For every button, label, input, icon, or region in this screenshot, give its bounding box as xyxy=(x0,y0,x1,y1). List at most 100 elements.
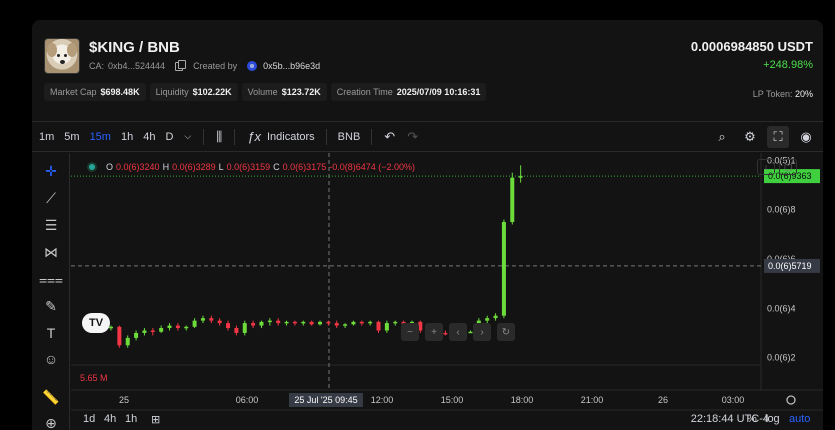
zoom-out-icon[interactable]: − xyxy=(401,323,419,341)
candle-body xyxy=(501,222,506,316)
scroll-left-icon[interactable]: ‹ xyxy=(449,323,467,341)
volume-label: 5.65 M xyxy=(80,373,108,383)
undo-icon[interactable]: ↶ xyxy=(384,128,396,144)
candles-icon[interactable]: ⫼ xyxy=(216,128,223,144)
copy-icon[interactable] xyxy=(175,59,187,71)
crosshair-icon[interactable]: ✛ xyxy=(45,162,57,179)
creator-address[interactable]: 0x5b...b96e3d xyxy=(263,61,321,71)
pane-controls: ↓ ▢ xyxy=(757,159,797,175)
candle-body xyxy=(192,320,197,327)
reset-icon[interactable]: ↻ xyxy=(497,323,515,341)
time-tick-label: 06:00 xyxy=(236,395,259,405)
ohlc-legend: O 0.0(6)3240 H 0.0(6)3289 L 0.0(6)3159 C 0.0… xyxy=(87,162,415,172)
chevron-down-icon[interactable]: ⌵ xyxy=(184,131,192,141)
lp-token: LP Token: 20% xyxy=(752,89,813,99)
calendar-icon[interactable]: ⊞ xyxy=(151,414,161,426)
candle-body xyxy=(334,323,339,326)
time-tick-label: 15:00 xyxy=(441,395,464,405)
candle-body xyxy=(109,326,113,329)
candle-body xyxy=(159,328,164,332)
time-tick-label: 25 xyxy=(119,395,129,405)
candle-body xyxy=(292,321,297,324)
maximize-pane-icon[interactable]: ▢ xyxy=(779,159,797,175)
redo-icon[interactable]: ↷ xyxy=(407,128,419,144)
candle-body xyxy=(284,321,289,324)
token-header: $KING / BNB CA: 0xb4...524444 Created by… xyxy=(32,20,823,120)
pattern-icon[interactable]: ⋈ xyxy=(44,243,58,260)
fullscreen-icon[interactable]: ⛶ xyxy=(767,126,789,148)
range-1d[interactable]: 1d xyxy=(83,413,96,425)
bottom-toolbar: 1d 4h 1h ⊞ 22:18:44 UTC-4 % log auto xyxy=(71,413,823,430)
candle-body xyxy=(384,323,389,331)
legend-close: 0.0(6)3175 xyxy=(282,162,327,172)
log-toggle[interactable]: log xyxy=(765,413,780,425)
token-avatar-icon xyxy=(44,38,80,74)
legend-open: 0.0(6)3240 xyxy=(116,162,160,172)
candle-body xyxy=(485,318,490,321)
trend-line-icon[interactable]: ⟋ xyxy=(46,189,56,206)
stat-creation-time: Creation Time 2025/07/09 10:16:31 xyxy=(330,83,487,101)
candle-body xyxy=(234,328,239,333)
text-icon[interactable]: T xyxy=(46,325,56,341)
candle-body xyxy=(359,321,364,324)
candle-body xyxy=(343,324,348,326)
tradingview-logo[interactable]: TV xyxy=(82,313,110,333)
timeframe-4h[interactable]: 4h xyxy=(143,130,156,143)
timeframe-1h[interactable]: 1h xyxy=(120,130,134,143)
candle-body xyxy=(468,331,473,334)
candle-body xyxy=(301,321,306,324)
indicators-icon[interactable]: ƒx xyxy=(247,129,261,144)
brush-icon[interactable]: ✎ xyxy=(45,297,57,314)
token-stats: Market Cap $698.48K Liquidity $102.22K Vol… xyxy=(44,83,487,101)
candle-body xyxy=(167,325,172,329)
emoji-icon[interactable]: ☺ xyxy=(43,351,59,367)
arrow-down-icon[interactable]: ↓ xyxy=(757,159,775,175)
timeframe-15m[interactable]: 15m xyxy=(89,130,111,143)
utc-clock[interactable]: 22:18:44 UTC-4 xyxy=(690,413,769,425)
created-by-label: Created by xyxy=(193,61,238,71)
prediction-icon[interactable]: ⩶ xyxy=(39,270,63,287)
candle-body xyxy=(226,323,231,329)
symbol-compare-button[interactable]: BNB xyxy=(337,130,361,143)
timeframe-5m[interactable]: 5m xyxy=(64,130,80,143)
ruler-icon[interactable]: 📏 xyxy=(42,388,60,405)
crosshair-time-box xyxy=(289,393,363,407)
timeframe-1m[interactable]: 1m xyxy=(39,130,55,143)
candle-body xyxy=(209,318,214,321)
fib-retracement-icon[interactable]: ☰ xyxy=(44,216,58,233)
contract-address: 0xb4...524444 xyxy=(108,61,166,71)
time-axis-settings-icon xyxy=(786,395,796,405)
chart-navigation: − + ‹ › ↻ xyxy=(401,323,515,341)
crosshair-time-label: 25 Jul '25 09:45 xyxy=(294,395,357,405)
range-4h[interactable]: 4h xyxy=(104,413,117,425)
ca-label: CA: xyxy=(89,61,105,71)
search-icon[interactable]: ⌕ xyxy=(718,129,726,144)
settings-gear-icon[interactable]: ⚙ xyxy=(744,129,756,144)
crosshair-price-label: 0.0(6)5719 xyxy=(768,261,812,271)
timeframe-d[interactable]: D xyxy=(165,130,174,143)
price-tick-label: 0.0(6)2 xyxy=(767,353,796,363)
auto-toggle[interactable]: auto xyxy=(789,413,811,425)
price-chart[interactable]: 0.0(5)10.0(6)80.0(6)60.0(6)40.0(6)20.0(6… xyxy=(71,153,823,430)
candle-body xyxy=(368,321,373,324)
legend-low: 0.0(6)3159 xyxy=(226,162,271,172)
range-1h[interactable]: 1h xyxy=(125,413,138,425)
candle-body xyxy=(418,321,423,331)
indicators-button[interactable]: Indicators xyxy=(266,130,315,143)
candle-body xyxy=(251,323,256,326)
toolbar-right: ⌕ ⚙ ⛶ ◉ xyxy=(711,126,817,148)
candle-body xyxy=(125,337,130,346)
scroll-right-icon[interactable]: › xyxy=(473,323,491,341)
time-tick-label: 03:00 xyxy=(722,395,745,405)
zoom-icon[interactable]: ⊕ xyxy=(45,414,57,430)
candle-body xyxy=(134,332,139,338)
percent-toggle[interactable]: % xyxy=(747,413,757,425)
candle-body xyxy=(318,321,322,325)
camera-icon[interactable]: ◉ xyxy=(800,129,812,144)
candlestick-chart: 0.0(5)10.0(6)80.0(6)60.0(6)40.0(6)20.0(6… xyxy=(71,153,823,411)
legend-change: -0.0(8)6474 (−2.00%) xyxy=(329,162,416,172)
token-price: 0.0006984850 USDT xyxy=(690,39,813,54)
zoom-in-icon[interactable]: + xyxy=(425,323,443,341)
candle-body xyxy=(510,177,515,223)
candle-body xyxy=(259,321,264,326)
